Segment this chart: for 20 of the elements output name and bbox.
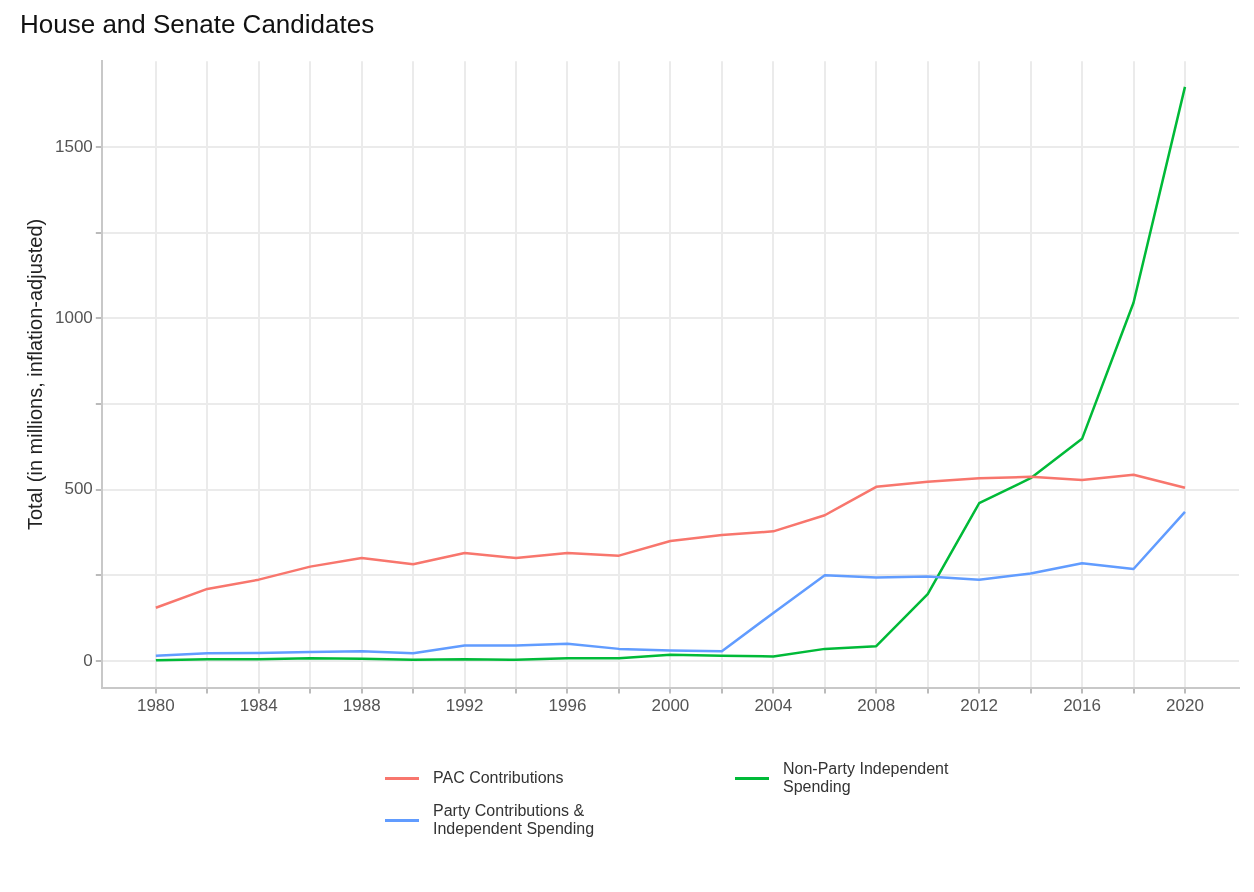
y-axis-title: Total (in millions, inflation-adjusted) bbox=[23, 218, 46, 531]
y-tick-label: 1000 bbox=[54, 307, 93, 327]
x-tick-label: 1996 bbox=[548, 696, 587, 716]
x-tick-label: 2008 bbox=[857, 696, 896, 716]
x-tick-label: 2020 bbox=[1166, 696, 1204, 716]
legend-label: Party Contributions & Independent Spending bbox=[433, 802, 596, 838]
x-tick-label: 1984 bbox=[239, 696, 278, 716]
legend-label: Non-Party Independent Spending bbox=[783, 760, 950, 796]
x-tick-label: 1988 bbox=[342, 696, 381, 716]
x-tick-label: 2012 bbox=[960, 696, 999, 716]
x-tick-label: 2000 bbox=[651, 696, 690, 716]
y-tick-label: 1500 bbox=[54, 136, 93, 156]
x-tick-label: 1992 bbox=[445, 696, 484, 716]
x-tick-label: 1980 bbox=[136, 696, 175, 716]
x-tick-label: 2016 bbox=[1063, 696, 1101, 716]
chart-title: House and Senate Candidates bbox=[20, 8, 375, 39]
legend-label: PAC Contributions bbox=[433, 769, 565, 787]
x-tick-label: 2004 bbox=[754, 696, 793, 716]
y-tick-label: 0 bbox=[83, 650, 93, 670]
y-tick-label: 500 bbox=[64, 479, 93, 499]
